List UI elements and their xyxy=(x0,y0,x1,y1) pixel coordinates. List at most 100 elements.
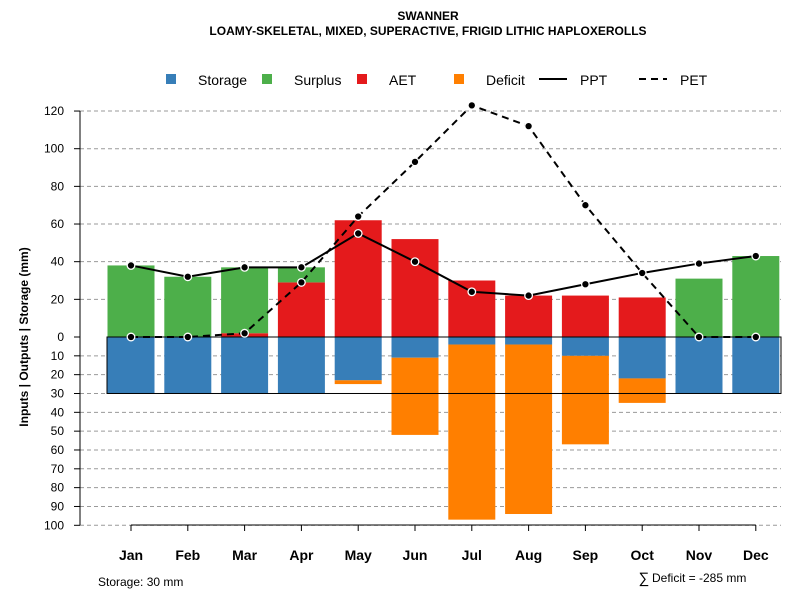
legend-label-storage: Storage xyxy=(198,72,247,88)
legend: Storage Surplus AET Deficit PPT PET xyxy=(166,72,708,88)
y-tick-label: 120 xyxy=(44,104,64,118)
chart-title: SWANNER xyxy=(397,9,459,23)
ppt-point-mar xyxy=(240,262,250,272)
bar-storage-mar xyxy=(221,337,269,394)
bar-surplus-apr xyxy=(277,267,325,283)
bar-surplus-feb xyxy=(164,276,212,337)
y-tick-label: 80 xyxy=(51,481,65,495)
y-tick-label: 0 xyxy=(57,330,64,344)
x-tick-label-may: May xyxy=(345,547,372,563)
pet-point-sep xyxy=(580,200,590,210)
y-tick-label: 100 xyxy=(44,142,64,156)
bar-surplus-jan xyxy=(107,265,155,337)
pet-point-feb xyxy=(183,332,193,342)
y-tick-label: 90 xyxy=(51,499,65,513)
y-tick-label: 60 xyxy=(51,217,65,231)
bar-aet-sep xyxy=(561,295,609,337)
bar-storage-oct xyxy=(618,337,666,379)
pet-line xyxy=(131,104,756,338)
y-tick-label: 70 xyxy=(51,462,65,476)
pet-point-dec xyxy=(751,332,761,342)
storage-capacity-box xyxy=(106,336,782,394)
y-tick-label: 100 xyxy=(44,518,64,532)
bar-aet-oct xyxy=(618,297,666,337)
bar-aet-may xyxy=(334,220,382,337)
bar-storage-aug xyxy=(505,337,553,345)
bars xyxy=(106,220,782,520)
y-tick-label: 50 xyxy=(51,424,65,438)
ppt-point-may xyxy=(353,228,363,238)
bar-aet-aug xyxy=(505,295,553,337)
x-tick-label-aug: Aug xyxy=(515,547,542,563)
x-tick-label-jun: Jun xyxy=(403,547,428,563)
legend-label-aet: AET xyxy=(389,72,417,88)
x-tick-label-dec: Dec xyxy=(743,547,769,563)
x-tick-label-feb: Feb xyxy=(175,547,200,563)
ppt-point-feb xyxy=(183,272,193,282)
bar-storage-sep xyxy=(561,337,609,356)
legend-label-pet: PET xyxy=(680,72,708,88)
y-tick-label: 20 xyxy=(51,292,65,306)
y-tick-label: 10 xyxy=(51,349,65,363)
ppt-point-jan xyxy=(126,260,136,270)
bar-aet-apr xyxy=(277,282,325,337)
pet-point-jul xyxy=(467,100,477,110)
bar-deficit-jun xyxy=(391,357,439,435)
pet-point-nov xyxy=(694,332,704,342)
bar-storage-jun xyxy=(391,337,439,358)
x-tick-label-apr: Apr xyxy=(289,547,314,563)
x-tick-label-oct: Oct xyxy=(631,547,655,563)
chart-subtitle: LOAMY-SKELETAL, MIXED, SUPERACTIVE, FRIG… xyxy=(209,24,646,38)
bar-surplus-mar xyxy=(221,267,269,334)
bar-surplus-nov xyxy=(675,278,723,337)
series-lines xyxy=(126,100,761,342)
bar-storage-nov xyxy=(675,337,723,394)
ppt-point-jun xyxy=(410,257,420,267)
pet-point-aug xyxy=(524,121,534,131)
bar-deficit-oct xyxy=(618,378,666,403)
pet-point-jun xyxy=(410,157,420,167)
ppt-point-nov xyxy=(694,259,704,269)
bar-storage-jul xyxy=(448,337,496,345)
axes: 0 20 40 60 80 100 120 10 20 30 40 50 60 70 80 90 100 Jan F… xyxy=(44,104,769,563)
y-tick-label: 30 xyxy=(51,386,65,400)
bar-storage-feb xyxy=(164,337,212,394)
y-tick-label: 40 xyxy=(51,255,65,269)
legend-label-surplus: Surplus xyxy=(294,72,341,88)
deficit-note: Deficit = -285 mm xyxy=(652,571,746,585)
ppt-line xyxy=(130,232,756,297)
bar-deficit-aug xyxy=(505,344,553,515)
y-tick-label: 60 xyxy=(51,443,65,457)
ppt-point-sep xyxy=(580,279,590,289)
y-tick-label: 20 xyxy=(51,368,65,382)
bar-storage-apr xyxy=(277,337,325,394)
bar-deficit-jul xyxy=(448,344,496,520)
x-tick-label-jul: Jul xyxy=(462,547,482,563)
y-axis-label: Inputs | Outputs | Storage (mm) xyxy=(17,247,31,426)
x-tick-label-jan: Jan xyxy=(119,547,143,563)
x-tick-label-sep: Sep xyxy=(573,547,599,563)
bar-deficit-may xyxy=(334,380,382,385)
legend-label-ppt: PPT xyxy=(580,72,608,88)
ppt-point-apr xyxy=(296,262,306,272)
pet-point-may xyxy=(353,212,363,221)
bar-storage-jan xyxy=(107,337,155,394)
y-tick-label: 40 xyxy=(51,405,65,419)
x-tick-label-nov: Nov xyxy=(686,547,713,563)
ppt-point-jul xyxy=(467,287,477,297)
bar-deficit-sep xyxy=(561,355,609,445)
ppt-point-aug xyxy=(524,291,534,301)
pet-point-apr xyxy=(296,277,306,287)
legend-swatch-deficit xyxy=(454,74,464,84)
y-tick-label: 80 xyxy=(51,179,65,193)
legend-swatch-storage xyxy=(166,74,176,84)
x-tick-label-mar: Mar xyxy=(232,547,257,563)
pet-point-mar xyxy=(240,328,250,338)
bar-aet-jun xyxy=(391,239,439,337)
sum-symbol: ∑ xyxy=(639,570,650,587)
legend-swatch-aet xyxy=(357,74,367,84)
storage-note: Storage: 30 mm xyxy=(98,575,183,589)
bar-storage-may xyxy=(334,337,382,381)
pet-point-jan xyxy=(126,332,136,342)
